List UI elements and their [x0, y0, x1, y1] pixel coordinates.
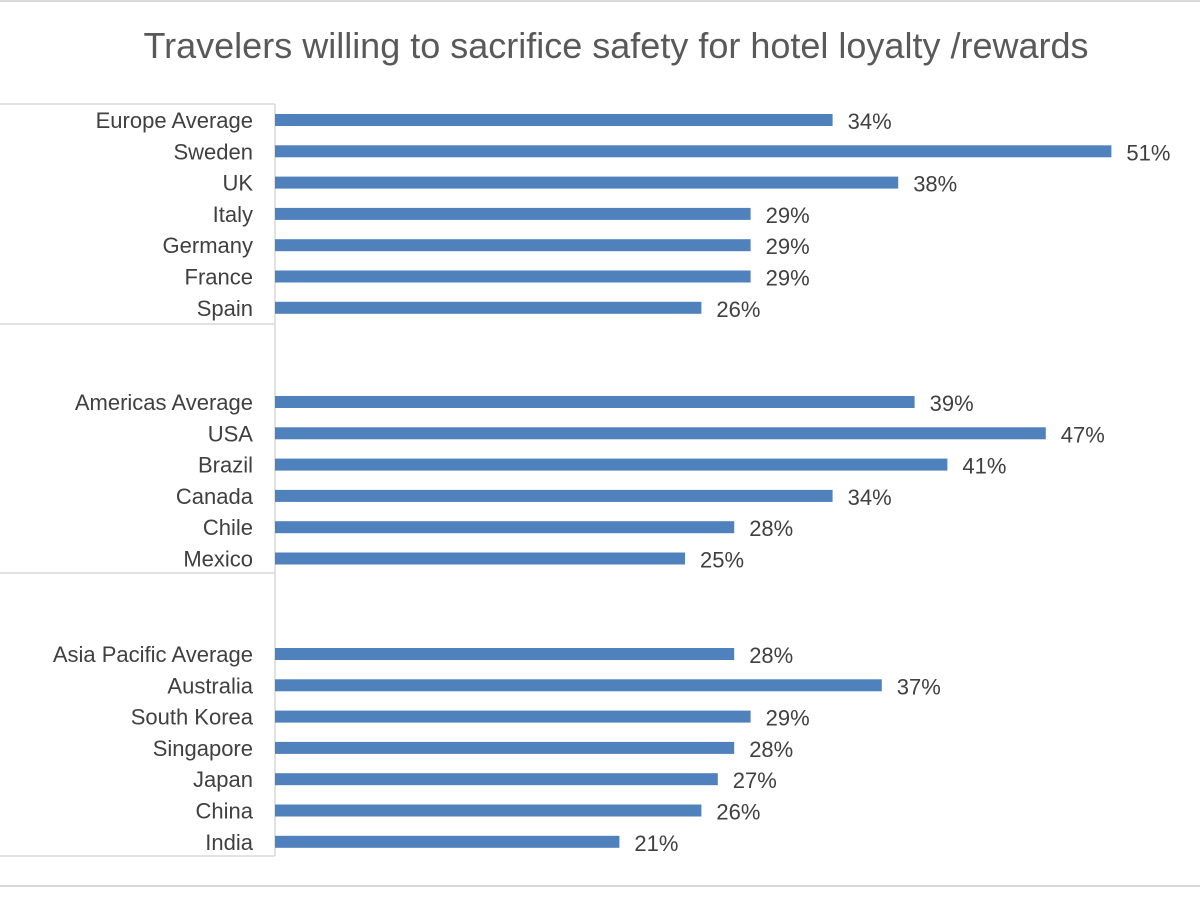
bar [275, 427, 1046, 440]
bar [275, 710, 751, 723]
category-label: UK [222, 171, 253, 196]
bar [275, 773, 718, 786]
bar [275, 648, 735, 660]
bar [275, 207, 751, 220]
data-label: 26% [716, 297, 760, 322]
data-label: 28% [749, 737, 793, 762]
bar [275, 301, 702, 314]
category-label: Americas Average [75, 390, 253, 415]
category-label: Japan [193, 767, 253, 792]
category-label: China [196, 799, 254, 824]
bar [275, 804, 702, 817]
data-label: 25% [700, 548, 744, 573]
data-label: 34% [848, 109, 892, 134]
category-label: Canada [176, 484, 254, 509]
data-labels: 34%51%38%29%29%29%26%39%47%41%34%28%25%2… [634, 109, 1170, 856]
category-label: Europe Average [96, 108, 253, 133]
category-label: Asia Pacific Average [53, 642, 253, 667]
category-label: Sweden [173, 139, 253, 164]
data-label: 38% [913, 172, 957, 197]
category-label: Singapore [153, 736, 253, 761]
data-label: 37% [897, 674, 941, 699]
data-label: 29% [766, 234, 810, 259]
data-label: 51% [1126, 140, 1170, 165]
bar [275, 396, 915, 408]
category-label: Australia [167, 673, 253, 698]
bar [275, 114, 833, 126]
data-label: 28% [749, 643, 793, 668]
data-label: 27% [733, 768, 777, 793]
bar [275, 835, 620, 848]
data-label: 29% [766, 706, 810, 731]
bar [275, 145, 1112, 158]
bar [275, 176, 899, 189]
data-label: 21% [634, 831, 678, 856]
bar [275, 458, 948, 471]
category-label: South Korea [131, 705, 254, 730]
data-label: 39% [930, 391, 974, 416]
data-label: 29% [766, 203, 810, 228]
bar [275, 552, 685, 565]
data-label: 34% [848, 485, 892, 510]
bar [275, 679, 882, 692]
data-label: 28% [749, 516, 793, 541]
category-label: France [185, 265, 253, 290]
data-label: 29% [766, 266, 810, 291]
category-label: Chile [203, 515, 253, 540]
category-axis: Europe Average Sweden UK Italy Germany France… [0, 103, 276, 857]
category-label: India [205, 830, 253, 855]
category-label: Mexico [183, 547, 253, 572]
data-label: 47% [1061, 422, 1105, 447]
category-label: Germany [163, 233, 253, 258]
category-label: Brazil [198, 453, 253, 478]
bar [275, 489, 833, 502]
category-label: USA [208, 421, 254, 446]
data-label: 26% [716, 800, 760, 825]
bars [275, 114, 1112, 848]
bar [275, 239, 751, 252]
bar [275, 270, 751, 283]
bar [275, 521, 735, 534]
category-label: Italy [213, 202, 253, 227]
data-label: 41% [962, 454, 1006, 479]
chart-title: Travelers willing to sacrifice safety fo… [144, 25, 1089, 66]
category-label: Spain [197, 296, 253, 321]
bar [275, 741, 735, 754]
